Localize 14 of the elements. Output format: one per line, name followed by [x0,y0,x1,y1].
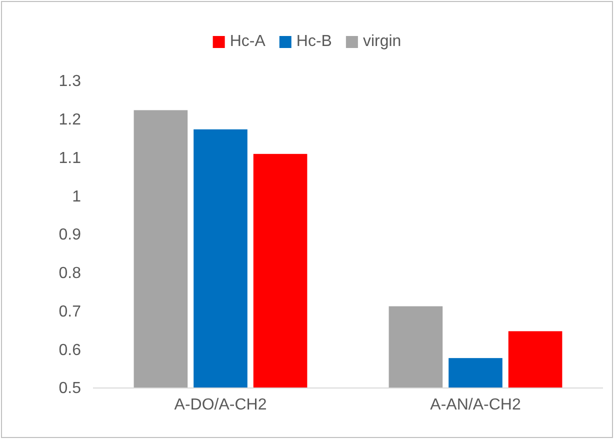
y-tick-label: 1.1 [58,150,82,167]
legend-label: Hc-B [296,33,332,50]
x-tick-label: A-DO/A-CH2 [174,396,267,414]
y-tick-label: 0.8 [58,264,82,282]
legend-label: Hc-A [230,33,266,50]
y-tick-label: 1.3 [58,73,82,90]
y-tick-label: 1 [72,188,82,206]
y-tick-label: 0.7 [58,303,82,320]
y-tick-label: 0.6 [58,342,82,359]
x-tick-label: A-AN/A-CH2 [430,396,521,414]
y-tick-label: 0.5 [58,380,82,398]
legend-label: virgin [362,33,402,50]
y-tick-label: 1.2 [58,111,82,128]
y-tick-label: 0.9 [58,226,82,244]
